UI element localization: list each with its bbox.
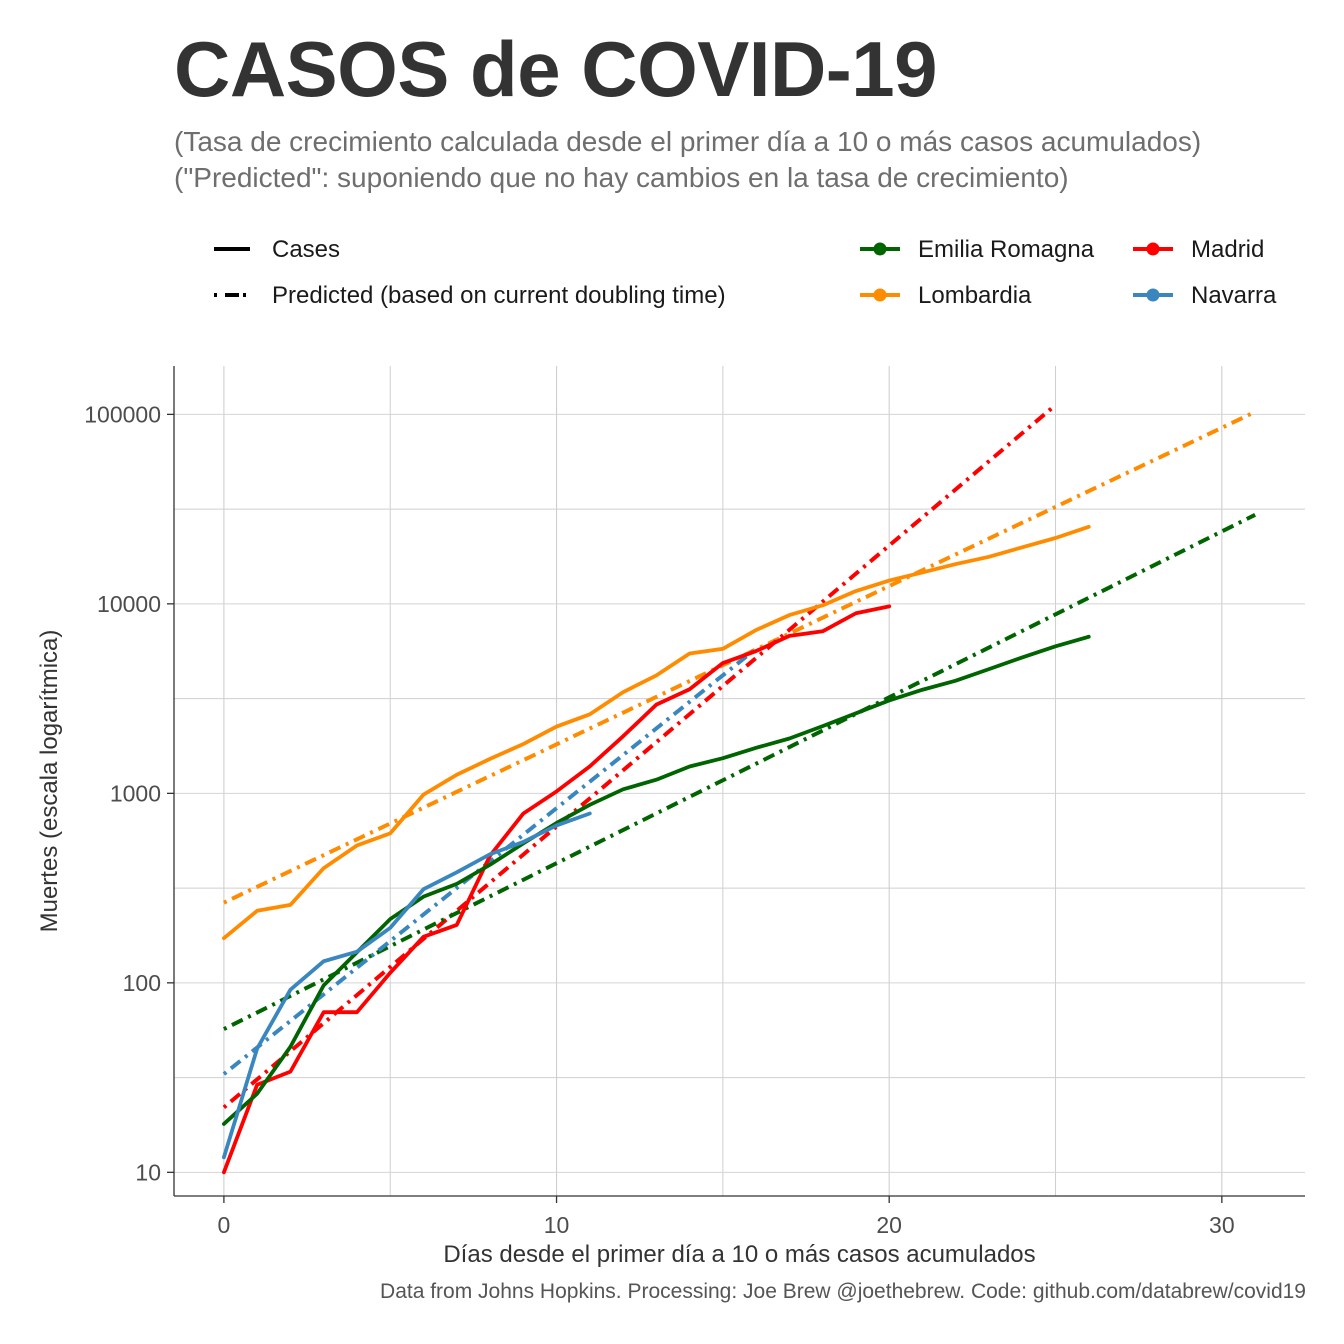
legend: Cases Predicted (based on current doublin… bbox=[214, 236, 1277, 309]
axis-labels: Días desde el primer día a 10 o más caso… bbox=[36, 630, 1036, 1268]
chart-subtitle-line-1: (Tasa de crecimiento calculada desde el … bbox=[174, 126, 1202, 157]
y-tick-label: 100 bbox=[123, 970, 161, 996]
axes: 0 10 20 30 10 100 1000 10000 100000 bbox=[84, 366, 1305, 1238]
legend-label: Cases bbox=[272, 236, 340, 263]
predicted-line-navarra bbox=[222, 647, 758, 1076]
legend-point-madrid bbox=[1146, 242, 1160, 256]
cases-line-madrid bbox=[221, 604, 892, 1175]
legend-label-emilia-romagna: Emilia Romagna bbox=[918, 236, 1095, 263]
x-tick-label: 0 bbox=[217, 1212, 230, 1238]
predicted-line-lombardia bbox=[223, 410, 1256, 905]
legend-point-emilia-romagna bbox=[873, 242, 887, 256]
grid-lines bbox=[174, 366, 1305, 1196]
x-tick-label: 30 bbox=[1209, 1212, 1235, 1238]
chart-title: CASOS de COVID-19 bbox=[174, 25, 938, 113]
predicted-line-madrid bbox=[222, 403, 1057, 1109]
x-tick-label: 20 bbox=[876, 1212, 902, 1238]
x-tick-label: 10 bbox=[544, 1212, 570, 1238]
cases-line-navarra bbox=[221, 811, 592, 1160]
chart-subtitle-line-2: ("Predicted": suponiendo que no hay camb… bbox=[174, 162, 1069, 193]
y-tick-label: 10 bbox=[135, 1159, 161, 1185]
legend-point-lombardia bbox=[873, 288, 887, 302]
legend-point-navarra bbox=[1146, 288, 1160, 302]
legend-label-lombardia: Lombardia bbox=[918, 282, 1032, 309]
cases-line-emilia-romagna bbox=[221, 634, 1091, 1126]
predicted-line-emilia-romagna bbox=[223, 513, 1256, 1031]
x-axis-label: Días desde el primer día a 10 o más caso… bbox=[443, 1241, 1035, 1268]
series-lines bbox=[221, 403, 1256, 1175]
legend-label: Predicted (based on current doubling tim… bbox=[272, 282, 726, 309]
legend-label-madrid: Madrid bbox=[1191, 236, 1264, 263]
y-tick-label: 10000 bbox=[97, 591, 161, 617]
y-axis-label: Muertes (escala logarítmica) bbox=[36, 630, 63, 933]
chart-caption: Data from Johns Hopkins. Processing: Joe… bbox=[380, 1280, 1306, 1303]
y-tick-label: 100000 bbox=[84, 401, 161, 427]
y-tick-label: 1000 bbox=[110, 780, 161, 806]
cases-line-lombardia bbox=[221, 524, 1091, 941]
legend-label-navarra: Navarra bbox=[1191, 282, 1277, 309]
